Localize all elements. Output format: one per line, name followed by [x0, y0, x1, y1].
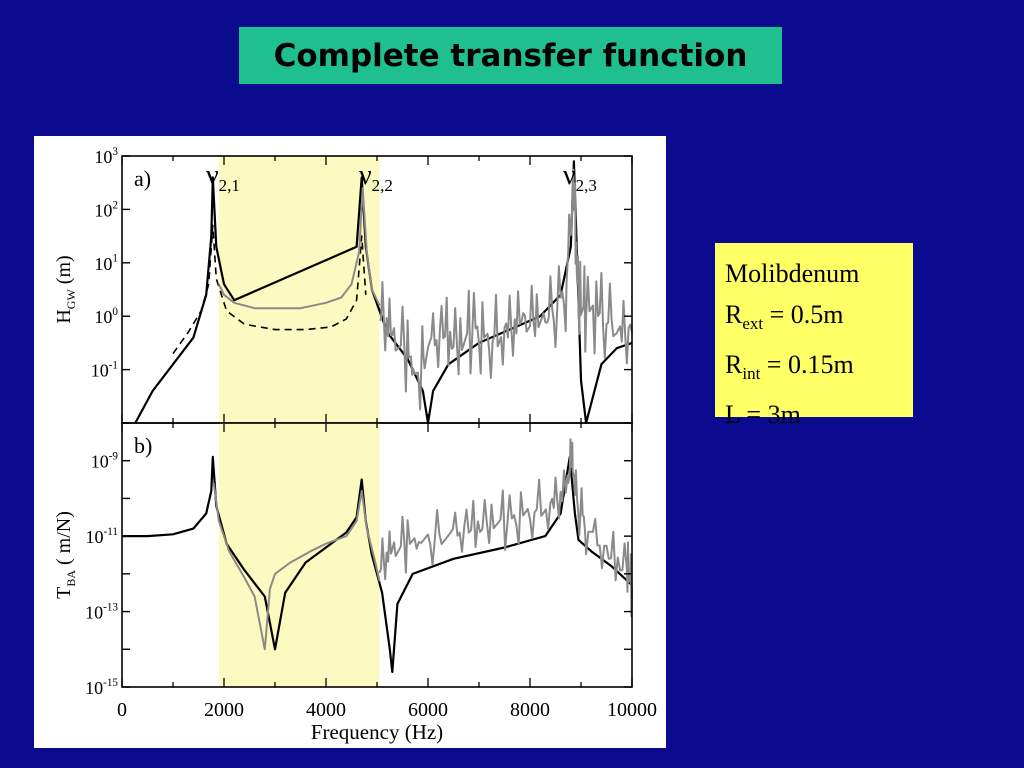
panel-a-ylabel: HGW (m) [53, 255, 78, 323]
panel-b-ytick-label-0: 10-9 [91, 451, 119, 472]
panel-a-ytick-label-1: 102 [94, 199, 118, 220]
x-axis-label: Frequency (Hz) [311, 720, 443, 744]
xtick-label-3: 6000 [408, 699, 448, 721]
length: L = 3m [725, 400, 801, 430]
mode-label-1: ν2,2 [359, 160, 393, 195]
panel-a-series-grey-2 [217, 187, 381, 310]
panel-b-ylabel-group: TBA ( m/N) [53, 511, 78, 599]
inner-radius: Rint = 0.15m [725, 350, 854, 384]
panel-b-series-grey-1 [212, 483, 381, 651]
material-name: Molibdenum [725, 259, 860, 288]
panel-b-ylabel: TBA ( m/N) [53, 511, 78, 599]
panel-b-shaded-band [218, 423, 380, 687]
panel-a-ytick-label-4: 10-1 [91, 360, 118, 381]
panel-b-series-black-solid-0 [122, 455, 633, 673]
panel-b-ytick-label-3: 10-15 [85, 677, 118, 698]
panel-a-label: a) [134, 166, 151, 191]
xtick-label-4: 8000 [510, 699, 550, 721]
panel-a-shaded-band [218, 156, 380, 423]
panel-a-ytick-label-2: 101 [94, 253, 118, 274]
xtick-label-5: 10000 [607, 699, 657, 721]
chart-svg: 103 102 101 100 10-1 a) HGW (m) ν2,1 ν2,2 ν2,3 10-… [53, 146, 657, 744]
xtick-label-0: 0 [117, 699, 127, 721]
mode-label-2: ν2,3 [563, 160, 597, 195]
panel-b-ytick-label-1: 10-11 [86, 526, 118, 547]
mode-label-0: ν2,1 [206, 160, 240, 195]
panel-b-series-grey-noisy-2 [378, 438, 633, 618]
panel-b-ytick-label-2: 10-13 [85, 601, 118, 622]
panel-a-ytick-label-0: 103 [94, 146, 118, 167]
panel-a-series-black-dashed-1 [172, 224, 367, 355]
material-info-box: Molibdenum Rext = 0.5m Rint = 0.15m L = … [715, 243, 913, 429]
chart-figure: 103 102 101 100 10-1 a) HGW (m) ν2,1 ν2,2 ν2,3 10-… [34, 136, 666, 748]
slide-title: Complete transfer function [239, 27, 782, 84]
panel-a-series-grey-noisy-3 [379, 168, 633, 411]
panel-a-ylabel-group: HGW (m) [53, 255, 78, 323]
xtick-label-1: 2000 [204, 699, 244, 721]
panel-a-ytick-label-3: 100 [94, 306, 118, 327]
panel-b-label: b) [134, 433, 152, 458]
outer-radius: Rext = 0.5m [725, 300, 844, 334]
xtick-label-2: 4000 [306, 699, 346, 721]
